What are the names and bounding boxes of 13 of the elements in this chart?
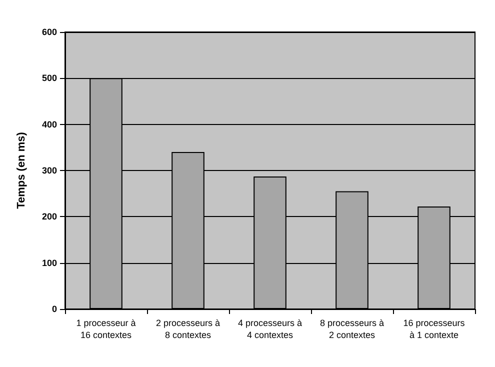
y-tick-label: 600 [42,27,57,37]
y-tick-label: 400 [42,119,57,130]
y-tick-label: 500 [42,73,57,84]
y-tick-label: 100 [42,258,57,268]
x-tick-label: 8 processeurs à 2 contextes [320,318,384,340]
y-tick-label: 300 [42,166,57,176]
x-tick-label: 1 processeur à 16 contextes [76,318,136,340]
y-axis-title: Temps (en ms) [16,132,28,209]
x-tick-label: 16 processeurs à 1 contexte [403,318,466,340]
y-tick-label: 0 [52,304,57,314]
y-tick-label: 200 [42,212,57,222]
x-tick-label: 2 processeurs à 8 contextes [156,318,220,340]
x-tick-label: 4 processeurs à 4 contextes [238,318,302,340]
